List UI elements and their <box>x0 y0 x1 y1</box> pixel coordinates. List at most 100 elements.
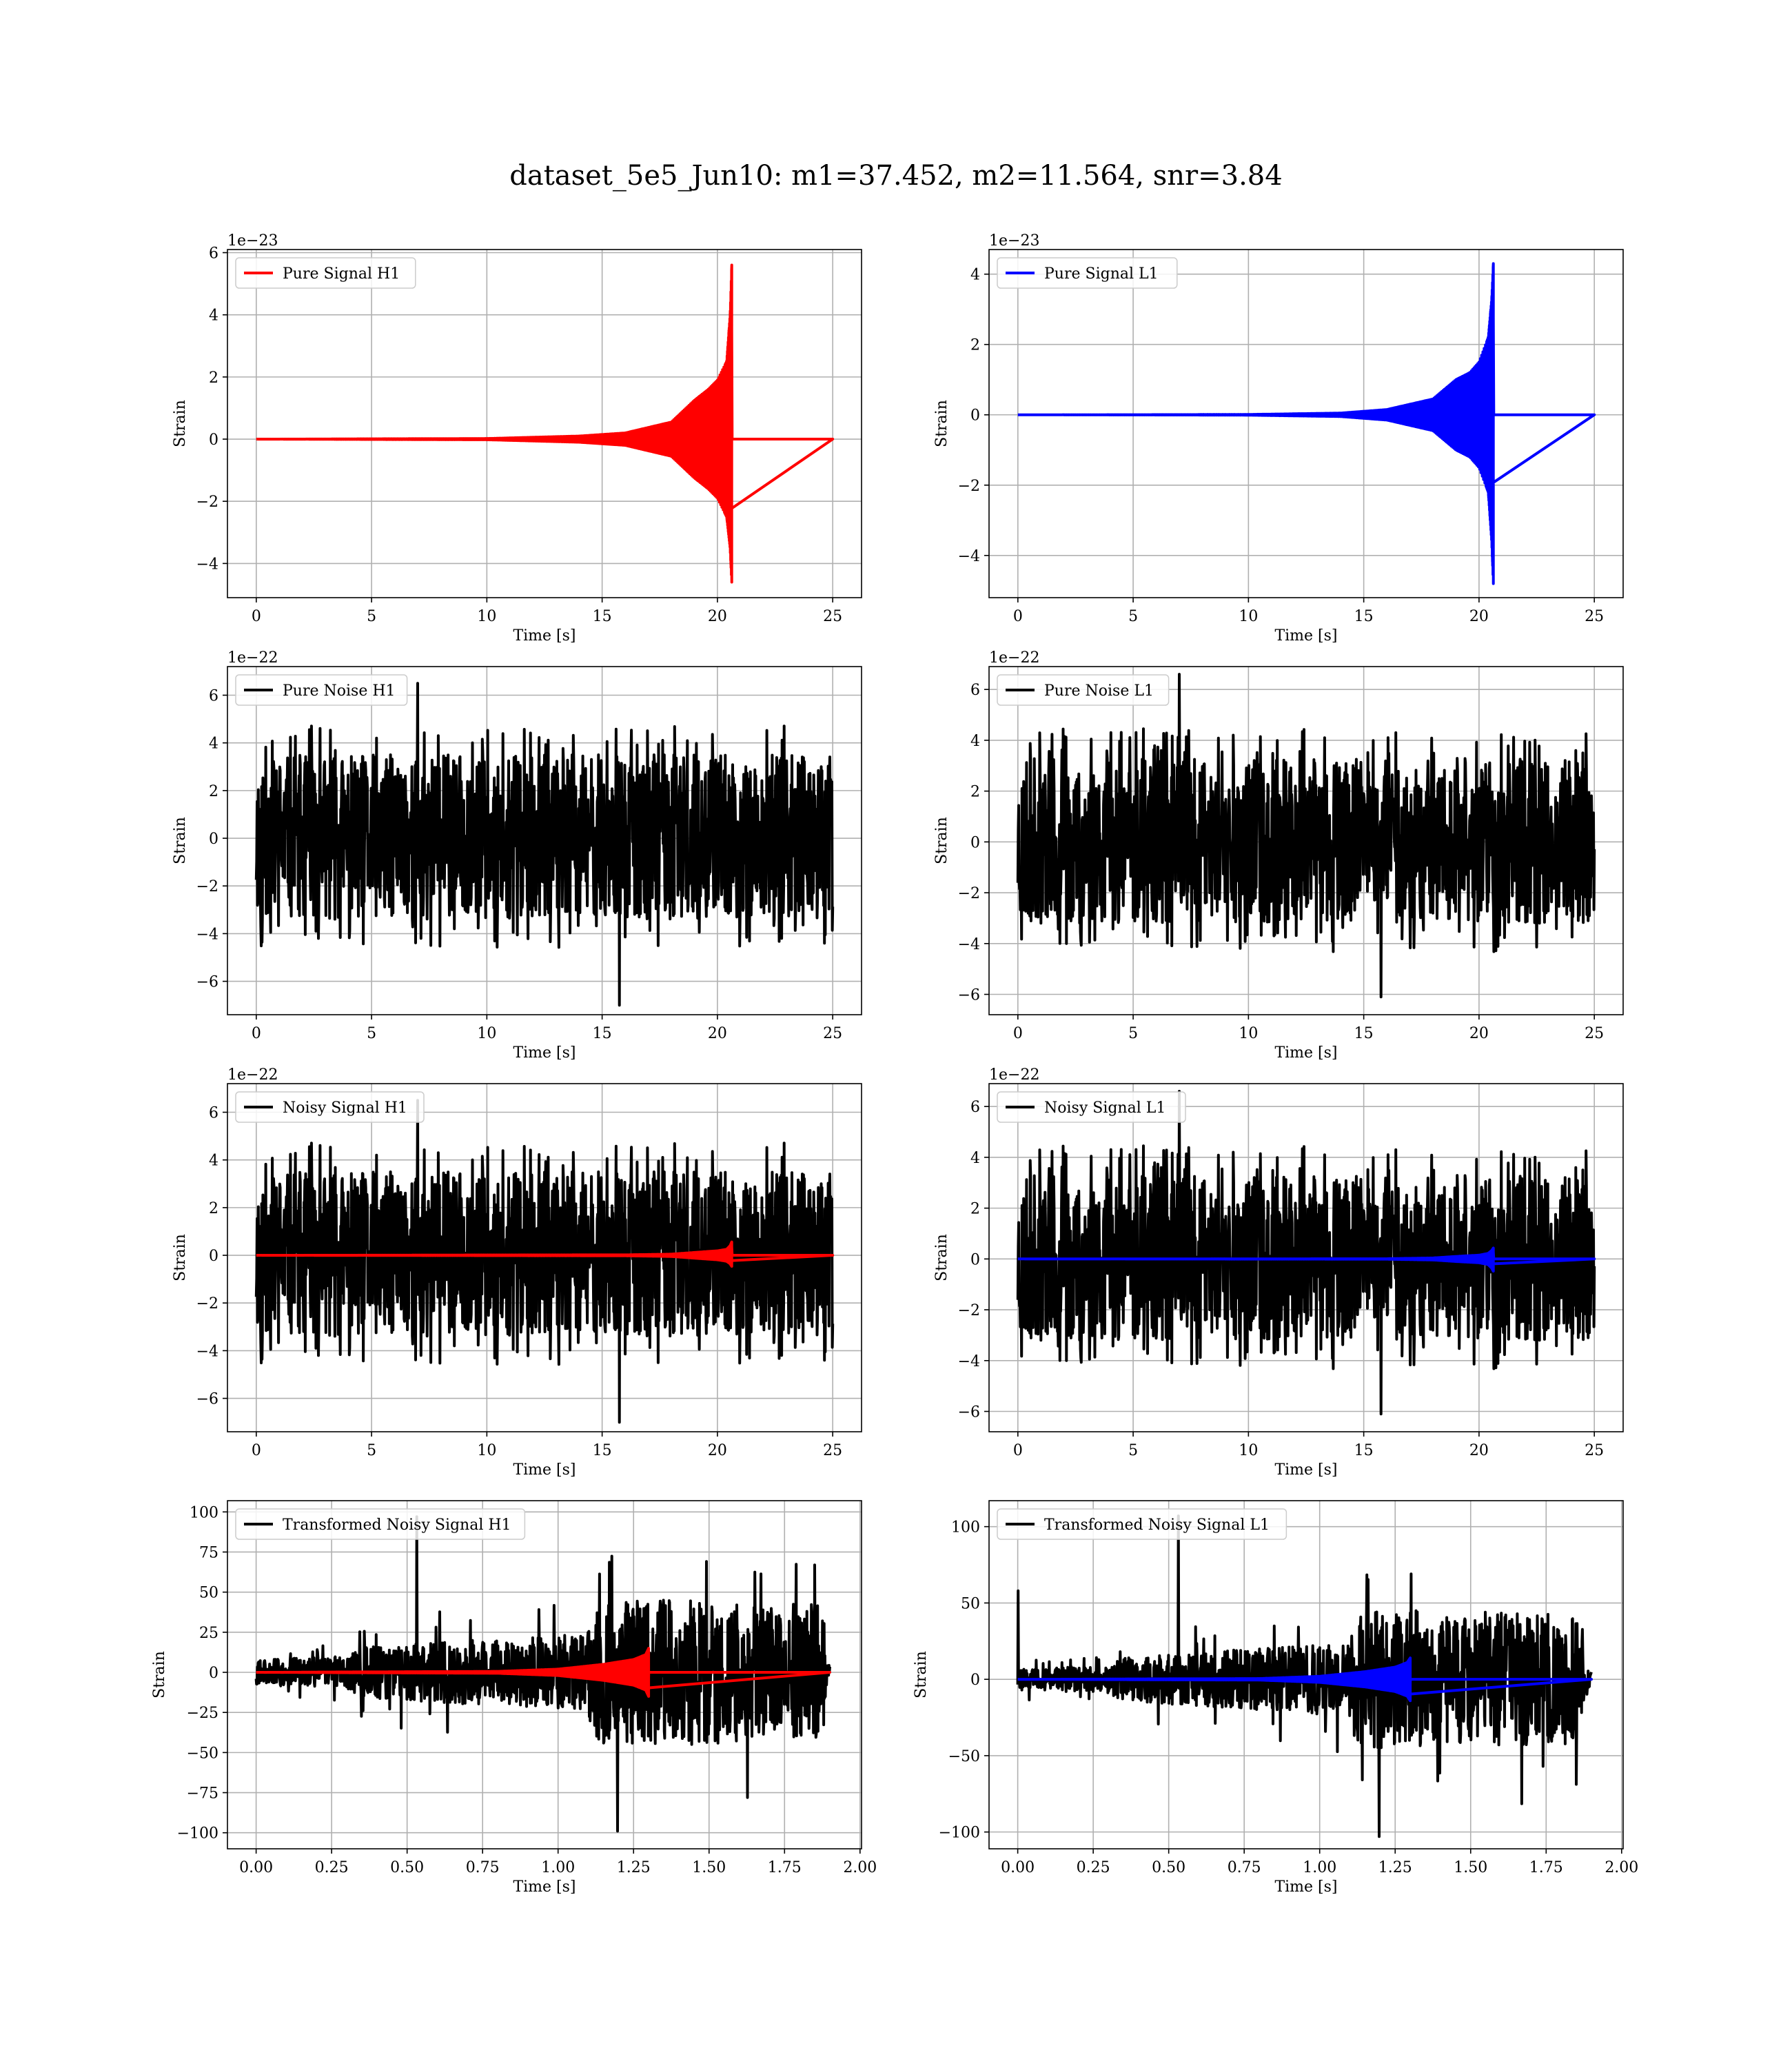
y-tick-label: −4 <box>958 1353 980 1370</box>
subplot-transformed-noisy-signal-h1: 0.00 0.25 0.50 0.75 1.00 1.25 1.50 1.75 2.00 −100… <box>151 1500 877 1896</box>
legend-box <box>997 674 1170 706</box>
y-tick-label: 100 <box>190 1504 218 1521</box>
plot-area <box>1016 1514 1593 1838</box>
y-tick-label: −4 <box>958 548 980 565</box>
legend-label: Pure Noise H1 <box>283 682 396 700</box>
x-tick-label: 1.75 <box>768 1859 802 1876</box>
subplot-noisy-signal-h1: 0 5 10 15 20 25 −6 −4 −2 0 2 4 6 Time [s] Strain 1e−22 N… <box>172 1066 862 1479</box>
y-tick-label: 6 <box>209 245 218 263</box>
y-tick-label: 0 <box>970 1251 980 1268</box>
x-tick-label: 5 <box>367 1025 376 1042</box>
y-tick-label: 6 <box>970 1099 980 1116</box>
y-tick-label: −2 <box>958 1302 980 1319</box>
plot-area <box>254 1099 835 1424</box>
y-tick-label: 4 <box>209 1153 218 1170</box>
x-tick-label: 0.50 <box>390 1859 424 1876</box>
series-line-noise <box>254 682 835 1007</box>
legend-box <box>997 257 1178 289</box>
y-tick-label: 0 <box>970 834 980 851</box>
legend: Noisy Signal H1 <box>235 1091 425 1123</box>
x-axis-label: Time [s] <box>1274 1878 1337 1896</box>
x-tick-label: 1.00 <box>1303 1859 1336 1876</box>
plot-area <box>1016 1090 1596 1416</box>
axes-frame <box>227 1083 862 1432</box>
legend-box <box>235 1091 425 1123</box>
x-tick-label: 10 <box>477 1025 496 1042</box>
y-tick-label: −6 <box>958 987 980 1004</box>
legend-label: Pure Signal H1 <box>283 265 400 283</box>
y-axis-label: Strain <box>151 1651 168 1699</box>
axis-offset-text: 1e−22 <box>227 1066 278 1084</box>
x-axis-label: Time [s] <box>1274 627 1337 645</box>
x-tick-label: 15 <box>1354 608 1374 625</box>
x-tick-label: 5 <box>1128 1442 1138 1459</box>
y-axis-label: Strain <box>172 817 189 864</box>
y-tick-label: −6 <box>196 974 218 991</box>
series-line-h1-signal <box>255 1240 835 1268</box>
y-tick-label: −100 <box>939 1825 980 1842</box>
plot-area <box>254 682 835 1007</box>
y-tick-label: −6 <box>958 1404 980 1421</box>
series-line-noise <box>1016 673 1596 999</box>
x-tick-label: 10 <box>1239 608 1258 625</box>
x-tick-label: 25 <box>1585 1442 1604 1459</box>
x-tick-label: 0 <box>252 608 261 625</box>
axis-offset-text: 1e−23 <box>989 232 1039 250</box>
axes-frame <box>988 249 1624 598</box>
legend-box <box>997 1091 1186 1123</box>
legend: Noisy Signal L1 <box>997 1091 1186 1123</box>
x-tick-label: 1.25 <box>1378 1859 1412 1876</box>
y-axis-label: Strain <box>172 400 189 447</box>
axes-frame <box>988 666 1624 1015</box>
x-axis-label: Time [s] <box>513 627 576 645</box>
x-tick-label: 2.00 <box>843 1859 877 1876</box>
x-tick-label: 1.75 <box>1529 1859 1563 1876</box>
x-tick-label: 20 <box>1469 1442 1489 1459</box>
legend: Pure Noise L1 <box>997 674 1170 706</box>
y-tick-label: 4 <box>209 736 218 753</box>
legend: Transformed Noisy Signal L1 <box>997 1508 1287 1540</box>
x-tick-label: 0.25 <box>315 1859 349 1876</box>
series-line-noise <box>1016 1514 1593 1838</box>
axes-frame <box>227 666 862 1015</box>
legend-box <box>997 1508 1287 1540</box>
y-tick-label: −4 <box>958 936 980 953</box>
legend-box <box>235 1508 526 1540</box>
y-tick-label: 4 <box>970 733 980 750</box>
y-tick-label: −4 <box>196 556 218 573</box>
x-tick-label: 0.00 <box>1001 1859 1035 1876</box>
y-tick-label: −75 <box>187 1785 218 1803</box>
axes-frame <box>227 1500 862 1849</box>
y-tick-label: 0 <box>970 1672 980 1689</box>
y-tick-label: −6 <box>196 1391 218 1408</box>
axis-offset-text: 1e−22 <box>989 1066 1039 1084</box>
x-tick-label: 10 <box>477 608 496 625</box>
legend-label: Transformed Noisy Signal H1 <box>283 1517 511 1534</box>
x-tick-label: 0 <box>1013 608 1023 625</box>
subplot-pure-noise-h1: 0 5 10 15 20 25 −6 −4 −2 0 2 4 6 Time [s] Strain 1e−22 P… <box>172 649 862 1062</box>
y-tick-label: 100 <box>951 1519 980 1537</box>
x-tick-label: 0.50 <box>1152 1859 1185 1876</box>
x-tick-label: 1.00 <box>541 1859 575 1876</box>
legend-box <box>235 674 408 706</box>
y-tick-label: 6 <box>209 1105 218 1122</box>
x-tick-label: 15 <box>593 1025 612 1042</box>
y-axis-label: Strain <box>933 1234 950 1281</box>
axes-frame <box>988 1083 1624 1432</box>
series-line-l1-signal <box>1017 262 1596 585</box>
x-tick-label: 1.50 <box>692 1859 726 1876</box>
y-tick-label: 4 <box>209 307 218 325</box>
y-tick-label: −4 <box>196 1343 218 1360</box>
legend-label: Pure Signal L1 <box>1044 265 1159 283</box>
y-tick-label: −2 <box>196 1295 218 1312</box>
x-axis-label: Time [s] <box>513 1044 576 1062</box>
x-tick-label: 2.00 <box>1605 1859 1638 1876</box>
x-tick-label: 20 <box>708 1442 727 1459</box>
x-tick-label: 15 <box>593 1442 612 1459</box>
plot-area <box>1017 262 1596 585</box>
x-axis-label: Time [s] <box>1274 1044 1337 1062</box>
y-tick-label: 4 <box>970 267 980 284</box>
x-tick-label: 25 <box>1585 608 1604 625</box>
x-tick-label: 25 <box>823 608 842 625</box>
